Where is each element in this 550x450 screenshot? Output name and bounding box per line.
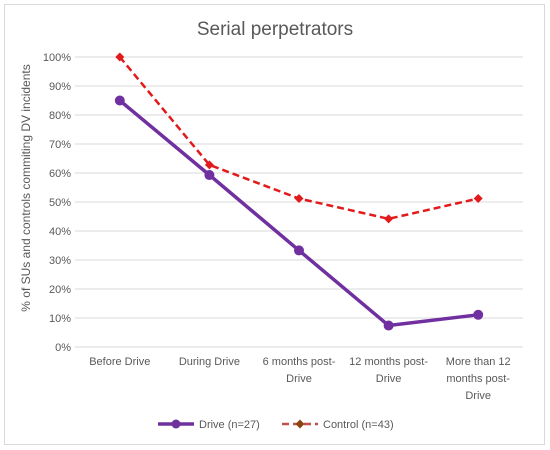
y-tick-label: 100%: [43, 52, 71, 64]
y-tick-label: 30%: [49, 255, 71, 267]
y-tick-label: 40%: [49, 226, 71, 238]
drive-data-point: [473, 309, 484, 320]
control-data-point: [473, 194, 483, 204]
x-tick-labels: Before Drive During Drive 6 months post-Dr…: [89, 356, 510, 402]
chart-frame: [4, 4, 545, 445]
grid-layer: [75, 56, 523, 348]
x-tick-label: 6 months post-Drive: [263, 356, 336, 385]
y-tick-label: 80%: [49, 110, 71, 122]
drive-data-point: [114, 95, 125, 106]
y-tick-label: 20%: [49, 284, 71, 296]
legend-drive-label: Drive (n=27): [199, 419, 260, 431]
y-tick-label: 90%: [49, 81, 71, 93]
x-tick-label: Before Drive: [89, 356, 150, 368]
control-data-point: [294, 194, 304, 204]
drive-data-point: [204, 170, 215, 181]
x-tick-label: 12 months post-Drive: [349, 356, 428, 385]
y-tick-label: 50%: [49, 197, 71, 209]
control-data-point: [204, 160, 214, 170]
legend: Drive (n=27) Control (n=43): [158, 419, 394, 431]
drive-data-point: [294, 245, 304, 256]
x-tick-label: During Drive: [179, 356, 240, 368]
legend-control-label: Control (n=43): [323, 419, 394, 431]
chart-title: Serial perpetrators: [197, 19, 353, 40]
drive-series-line: [118, 99, 479, 328]
legend-control-marker: [295, 419, 305, 429]
x-tick-label: More than 12 months post-Drive: [446, 356, 511, 402]
y-tick-label: 60%: [49, 168, 71, 180]
control-data-point: [384, 214, 394, 224]
drive-data-point: [383, 320, 394, 331]
control-data-point: [115, 52, 125, 62]
series-layer: [114, 52, 484, 331]
y-tick-label: 70%: [49, 139, 71, 151]
y-tick-labels: 0% 10% 20% 30% 40% 50% 60% 70% 80% 90% 100%: [43, 52, 71, 354]
legend-drive-marker: [171, 419, 181, 429]
y-tick-label: 10%: [49, 313, 71, 325]
y-axis-title: % of SUs and controls commiting DV incid…: [19, 64, 33, 311]
y-tick-label: 0%: [55, 342, 71, 354]
